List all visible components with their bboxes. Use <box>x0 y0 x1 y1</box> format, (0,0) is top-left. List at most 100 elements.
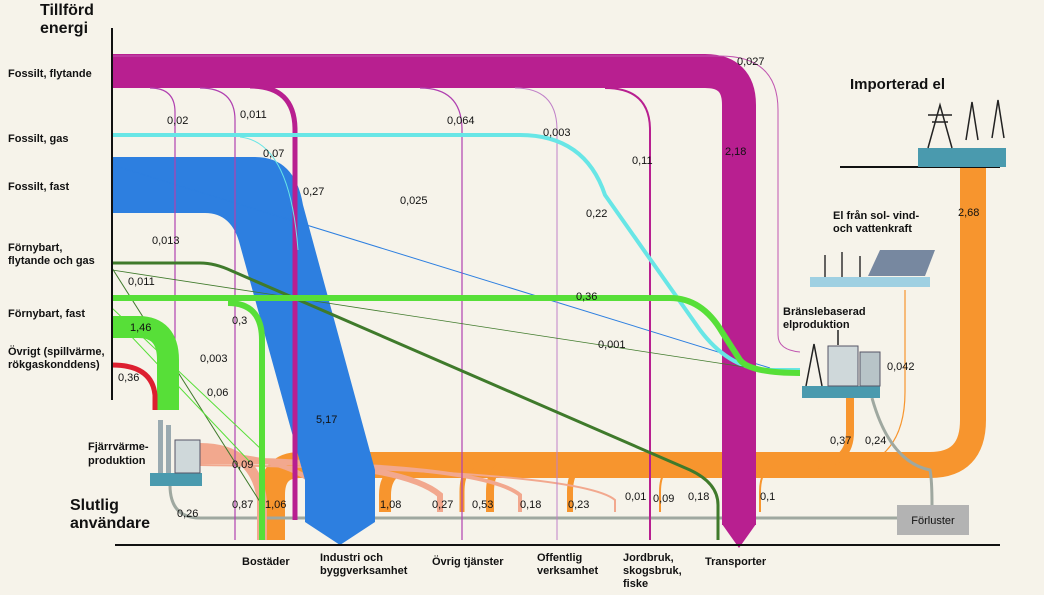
flow-value: 0,011 <box>128 276 155 288</box>
icon <box>802 386 880 398</box>
icon <box>918 148 1006 167</box>
flow-value: 0,26 <box>177 508 198 520</box>
renewable-flow <box>111 267 263 506</box>
source-label: Fossilt, fast <box>8 181 69 193</box>
end-user-label: fiske <box>623 578 648 590</box>
end-user-label: byggverksamhet <box>320 565 408 577</box>
supply-label: elproduktion <box>783 319 850 331</box>
icon <box>150 99 1006 535</box>
fossil-liquid-flow <box>149 87 176 410</box>
source-label: Fossilt, flytande <box>8 68 92 80</box>
icon <box>805 330 839 387</box>
renewable-flow <box>111 261 801 540</box>
source-label: Förnybart, fast <box>8 308 85 320</box>
electricity-flow <box>259 168 986 540</box>
flow-value: 0,003 <box>543 127 571 139</box>
icon <box>868 250 935 276</box>
icon <box>927 99 1005 149</box>
icon <box>158 420 163 473</box>
flow-value: 0,011 <box>240 109 267 121</box>
flow-value: 0,064 <box>447 115 475 127</box>
electricity-flow <box>486 461 511 512</box>
end-user-label: Jordbruk, <box>623 552 674 564</box>
fossil-liquid-flow <box>419 87 463 540</box>
flow-value: 0,1 <box>760 491 775 503</box>
flow-value: 0,53 <box>472 499 493 511</box>
source-label: rökgaskonddens) <box>8 359 100 371</box>
flow-value: 0,02 <box>167 115 188 127</box>
renewable-flow <box>112 316 179 410</box>
title: Tillförd <box>40 2 94 19</box>
flow-value: 0,87 <box>232 499 253 511</box>
fossil-liquid-flow <box>112 54 801 548</box>
source-label: Övrigt (spillvärme, <box>8 345 105 358</box>
fossil-solid-flow <box>111 157 771 545</box>
flow-value: 0,027 <box>737 56 765 68</box>
icon <box>859 351 881 387</box>
end-user-label: Transporter <box>705 556 767 568</box>
flow-value: 0,3 <box>232 315 247 327</box>
flow-value: 0,36 <box>576 291 597 303</box>
labels: Tillförd energi Fossilt, flytande Fossil… <box>8 2 955 532</box>
flow-value: 0,18 <box>520 499 541 511</box>
flow-value: 0,025 <box>400 195 428 207</box>
renewable-flow <box>111 362 158 410</box>
icon <box>174 439 201 474</box>
loss-flow <box>168 397 934 520</box>
electricity-flow <box>869 290 906 464</box>
flow-value: 0,24 <box>865 435 886 447</box>
supply-label: produktion <box>88 455 146 467</box>
flow-value: 0,01 <box>625 491 646 503</box>
icon <box>897 505 969 535</box>
flow-value: 1,46 <box>130 322 151 334</box>
source-label: Fossilt, gas <box>8 133 69 145</box>
loss-flow <box>870 397 934 506</box>
supply-label: El från sol- vind- <box>833 210 920 222</box>
flow-value: 0,06 <box>207 387 228 399</box>
fossil-liquid-flow <box>249 83 298 520</box>
flow-value: 0,003 <box>200 353 228 365</box>
flow-value: 2,68 <box>958 207 979 219</box>
flow-value: 0,013 <box>152 235 180 247</box>
source-label: Förnybart, <box>8 242 62 254</box>
icon <box>827 345 859 387</box>
flow-labels: 0,027 0,02 0,011 0,064 0,003 0,11 2,18 0,07 0,27… <box>118 56 979 520</box>
supply-label: Bränslebaserad <box>783 306 866 318</box>
end-user-label: Industri och <box>320 552 383 564</box>
end-user-label: Offentlig <box>537 552 582 564</box>
flow-value: 0,18 <box>688 491 709 503</box>
flow-value: 1,08 <box>380 499 401 511</box>
icon <box>824 252 861 277</box>
flow-value: 0,27 <box>432 499 453 511</box>
end-user-label: Bostäder <box>242 556 290 568</box>
fossil-liquid-flow <box>112 55 801 353</box>
source-label: flytande och gas <box>8 255 95 267</box>
electricity-flow <box>759 464 781 512</box>
renewable-flow <box>112 295 801 376</box>
fossil-gas-flow <box>239 136 299 251</box>
flow-value: 0,09 <box>232 459 253 471</box>
end-users-title: Slutlig <box>70 497 119 514</box>
supply-label: och vattenkraft <box>833 223 912 235</box>
fossil-liquid-flow <box>722 524 756 548</box>
icon <box>150 473 202 486</box>
fossil-liquid-flow <box>112 54 756 525</box>
supply-label: Fjärrvärme- <box>88 441 149 453</box>
flow-value: 0,36 <box>118 372 139 384</box>
flow-value: 0,001 <box>598 339 626 351</box>
renewable-flow <box>227 300 265 540</box>
flow-value: 5,17 <box>316 414 337 426</box>
fossil-solid-flow <box>111 164 771 369</box>
flow-value: 0,042 <box>887 361 915 373</box>
flow-value: 0,23 <box>568 499 589 511</box>
losses-label: Förluster <box>911 515 955 527</box>
renewable-flow <box>111 269 791 375</box>
loss-flow <box>168 484 897 520</box>
flow-value: 0,22 <box>586 208 607 220</box>
electricity-flow <box>567 462 591 512</box>
flow-value: 0,37 <box>830 435 851 447</box>
title: energi <box>40 20 88 37</box>
